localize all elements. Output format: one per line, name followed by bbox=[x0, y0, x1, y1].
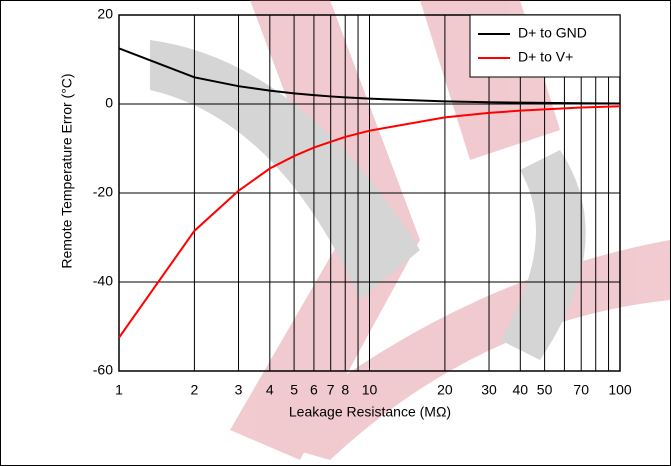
x-tick-label: 30 bbox=[481, 382, 497, 398]
x-tick-label: 6 bbox=[310, 382, 318, 398]
legend-label: D+ to V+ bbox=[518, 49, 573, 65]
x-tick-label: 5 bbox=[290, 382, 298, 398]
x-tick-label: 20 bbox=[437, 382, 453, 398]
y-tick-label: -60 bbox=[93, 362, 113, 378]
watermark-shape bbox=[150, 40, 420, 300]
x-tick-label: 7 bbox=[327, 382, 335, 398]
x-tick-label: 100 bbox=[608, 382, 632, 398]
legend-box bbox=[469, 14, 621, 78]
plot-border bbox=[118, 14, 621, 372]
watermark-shape bbox=[230, 0, 420, 460]
x-axis-label: Leakage Resistance (MΩ) bbox=[289, 404, 451, 420]
watermark-shape bbox=[260, 240, 670, 460]
y-tick-label: 20 bbox=[97, 6, 113, 22]
x-tick-label: 1 bbox=[115, 382, 123, 398]
legend-label: D+ to GND bbox=[518, 25, 587, 41]
y-tick-label: -20 bbox=[93, 184, 113, 200]
series-line bbox=[118, 105, 621, 339]
x-tick-label: 50 bbox=[537, 382, 553, 398]
x-tick-label: 10 bbox=[362, 382, 378, 398]
series-line bbox=[118, 47, 621, 105]
y-axis-label: Remote Temperature Error (°C) bbox=[59, 73, 75, 268]
x-tick-label: 2 bbox=[191, 382, 199, 398]
x-tick-label: 40 bbox=[513, 382, 529, 398]
x-tick-label: 3 bbox=[235, 382, 243, 398]
x-tick-label: 70 bbox=[573, 382, 589, 398]
y-tick-label: 0 bbox=[105, 95, 113, 111]
x-tick-label: 8 bbox=[341, 382, 349, 398]
x-tick-label: 4 bbox=[266, 382, 274, 398]
y-tick-label: -40 bbox=[93, 273, 113, 289]
